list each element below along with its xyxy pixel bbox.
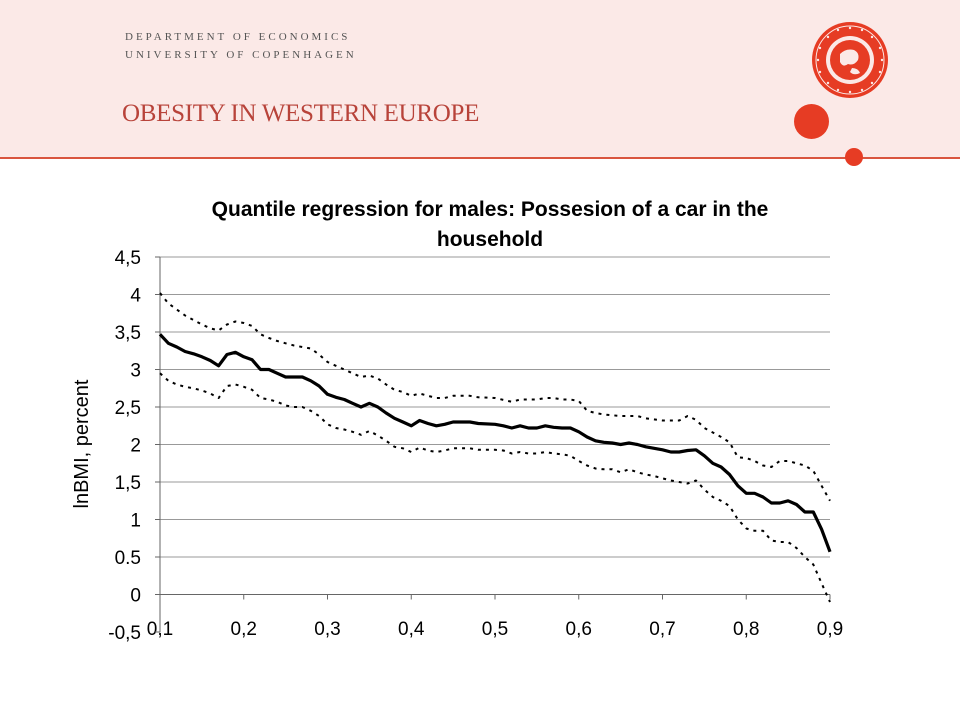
lower-confidence-line	[159, 372, 831, 603]
y-tick-label: 0	[130, 586, 141, 607]
x-tick-label: 0,9	[817, 619, 843, 640]
university-line: UNIVERSITY OF COPENHAGEN	[125, 49, 357, 61]
x-tick-label: 0,8	[733, 619, 759, 640]
y-tick-label: 1,5	[115, 473, 141, 494]
x-tick-label: 0,4	[398, 619, 425, 640]
x-tick-label: 0,1	[147, 619, 173, 640]
y-tick-label: 3,5	[115, 323, 141, 344]
x-tick-label: 0,7	[649, 619, 675, 640]
header-divider	[0, 157, 960, 159]
department-line: DEPARTMENT OF ECONOMICS	[125, 31, 351, 43]
y-tick-label: 2,5	[115, 398, 141, 419]
decorative-dot-large	[794, 104, 829, 139]
y-tick-label: 4,5	[115, 248, 141, 269]
y-tick-label: 2	[130, 436, 141, 457]
slide-header: DEPARTMENT OF ECONOMICS UNIVERSITY OF CO…	[0, 0, 960, 157]
x-tick-label: 0,3	[314, 619, 340, 640]
estimate-line	[158, 333, 832, 553]
decorative-dot-small	[845, 148, 863, 166]
department-label: DEPARTMENT OF ECONOMICS UNIVERSITY OF CO…	[125, 28, 357, 64]
x-tick-label: 0,6	[566, 619, 592, 640]
slide-title: OBESITY IN WESTERN EUROPE	[122, 100, 480, 127]
y-tick-label: 0.5	[115, 548, 141, 569]
y-tick-label: 1	[130, 511, 141, 532]
chart-title-line-2: household	[437, 228, 543, 251]
y-axis-label: lnBMI, percent	[71, 379, 93, 508]
x-tick-label: 0,5	[482, 619, 508, 640]
university-seal-icon	[812, 22, 888, 98]
x-tick-label: 0,2	[231, 619, 257, 640]
y-tick-label: -0,5	[108, 623, 141, 644]
y-tick-label: 3	[130, 361, 141, 382]
upper-confidence-line	[159, 292, 831, 502]
chart-title-line-1: Quantile regression for males: Possesion…	[212, 198, 769, 221]
y-tick-label: 4	[130, 286, 141, 307]
